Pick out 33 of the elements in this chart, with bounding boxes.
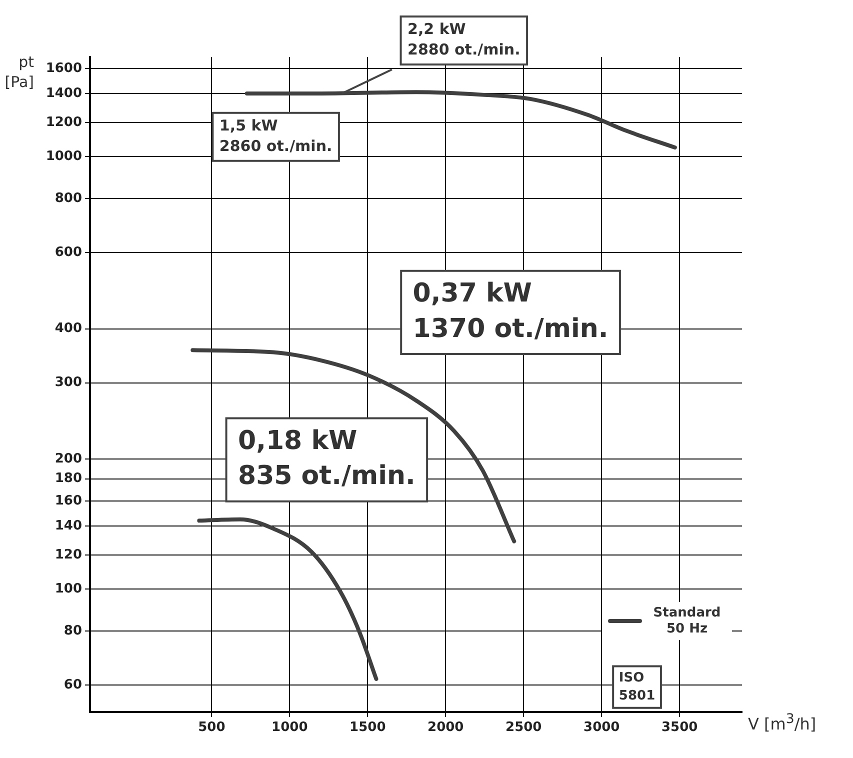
annotation: 2,2 kW 2880 ot./min. (408, 20, 520, 58)
x-tick-label: 3000 (584, 720, 620, 736)
y-axis-title: pt [Pa] (4, 52, 34, 92)
y-tick-label: 400 (54, 321, 82, 336)
y-tick-label: 300 (54, 375, 82, 390)
y-tick-label: 1200 (46, 114, 82, 130)
annotation: 1,5 kW 2860 ot./min. (219, 116, 332, 155)
y-tick-label: 80 (64, 623, 82, 638)
y-tick-label: 1000 (46, 149, 82, 164)
y-tick-label: 100 (54, 582, 82, 597)
x-tick-label: 2000 (428, 720, 464, 736)
y-tick-label: 800 (54, 190, 82, 206)
y-tick-label: 60 (64, 677, 82, 692)
y-tick-label: 160 (54, 493, 82, 508)
x-tick-label: 3500 (662, 720, 698, 736)
legend-label: Standard 50 Hz (653, 605, 721, 636)
y-tick-label: 1600 (46, 60, 82, 76)
annotation: ISO 5801 (618, 670, 656, 704)
y-tick-label: 140 (54, 518, 82, 534)
x-axis-title: V [m$^{3}$/h] (748, 712, 816, 734)
annotation: 0,18 kW 835 ot./min. (238, 426, 416, 492)
annotation: 0,37 kW 1370 ot./min. (412, 278, 608, 344)
y-tick-label: 120 (54, 547, 82, 562)
x-tick-label: 2500 (506, 720, 542, 736)
y-tick-label: 1400 (46, 86, 82, 101)
x-tick-label: 1000 (272, 720, 308, 736)
x-tick-label: 500 (198, 720, 226, 736)
y-tick-label: 200 (54, 451, 82, 466)
line-series (197, 517, 378, 681)
line-series (190, 348, 516, 544)
y-tick-label: 600 (54, 244, 82, 260)
y-tick-label: 180 (54, 471, 82, 486)
x-tick-label: 1500 (350, 720, 386, 736)
